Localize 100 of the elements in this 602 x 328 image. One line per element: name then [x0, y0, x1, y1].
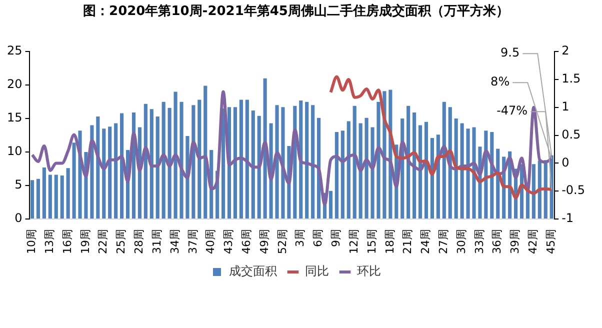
x-tick-label: 33周 — [472, 229, 486, 254]
legend-label: 同比 — [305, 264, 329, 278]
x-tick-label: 31周 — [150, 229, 164, 254]
bar — [311, 105, 315, 219]
y-tick-label: 15 — [6, 110, 22, 125]
bar — [340, 130, 344, 219]
x-tick-label: 16周 — [60, 229, 74, 254]
y-tick-label: 25 — [6, 44, 22, 58]
x-tick-label: 3周 — [294, 229, 307, 248]
x-tick-label: 13周 — [43, 229, 56, 254]
bar — [376, 102, 380, 219]
bar — [150, 109, 154, 219]
bar — [412, 112, 416, 219]
x-tick-label: 19周 — [78, 229, 92, 254]
bar — [424, 122, 428, 219]
bar — [245, 100, 249, 219]
bar — [442, 102, 446, 219]
bar — [66, 168, 70, 219]
bar — [305, 102, 309, 219]
y2-tick-label: 0.5 — [562, 127, 581, 142]
x-tick-label: 6周 — [312, 229, 325, 248]
bar — [526, 192, 530, 219]
bar — [281, 107, 285, 219]
bar — [257, 116, 261, 219]
bar — [102, 128, 106, 219]
bar — [120, 113, 124, 219]
x-tick-label: 45周 — [544, 229, 558, 254]
x-tick-label: 39周 — [508, 229, 522, 254]
data-label: 9.5 — [500, 46, 520, 60]
bar — [328, 190, 333, 219]
bar — [299, 100, 303, 219]
y-tick-label: 5 — [14, 178, 22, 192]
x-tick-label: 43周 — [222, 229, 236, 254]
bar — [364, 118, 368, 219]
bar — [174, 92, 178, 219]
bar — [496, 148, 500, 219]
x-tick-label: 10周 — [25, 229, 38, 254]
y2-tick-label: -1 — [562, 211, 574, 226]
data-label: 8% — [490, 74, 510, 89]
bar — [370, 127, 374, 219]
x-tick-label: 30周 — [454, 229, 468, 254]
y2-tick-label: 2 — [562, 44, 570, 58]
bar — [54, 174, 58, 219]
bar — [168, 108, 172, 219]
bar — [48, 174, 52, 219]
legend-label: 环比 — [357, 264, 381, 278]
bar — [180, 102, 184, 219]
x-tick-label: 36周 — [490, 229, 504, 254]
chart-title: 图：2020年第10周-2021年第45周佛山二手住房成交面积（万平方米） — [83, 3, 509, 20]
y-tick-label: 10 — [6, 144, 22, 158]
bar — [233, 107, 238, 219]
x-tick-label: 37周 — [186, 229, 200, 254]
bar — [30, 180, 34, 219]
bar — [144, 104, 148, 219]
bar — [198, 100, 202, 219]
y-tick-label: 0 — [14, 211, 22, 226]
bar — [334, 132, 338, 219]
x-tick-label: 9周 — [330, 229, 343, 248]
y2-tick-label: -0.5 — [562, 183, 586, 198]
bar — [275, 105, 279, 219]
bar — [532, 164, 536, 219]
x-tick-label: 40周 — [204, 229, 218, 254]
x-tick-label: 12周 — [347, 229, 360, 254]
bar — [454, 118, 458, 219]
bar — [466, 128, 470, 219]
bar — [108, 126, 112, 219]
y2-tick-label: 1.5 — [562, 72, 581, 86]
x-tick-label: 25周 — [114, 229, 128, 254]
x-tick-label: 52周 — [276, 229, 289, 254]
bar — [42, 167, 46, 219]
bar — [162, 102, 166, 219]
x-tick-label: 49周 — [258, 229, 271, 254]
bar — [460, 123, 464, 219]
bar — [538, 160, 542, 219]
bar — [60, 175, 64, 219]
bar — [204, 86, 208, 219]
line-series — [329, 75, 554, 200]
x-tick-label: 18周 — [383, 229, 396, 254]
y2-tick-label: 1 — [562, 100, 570, 114]
x-tick-label: 21周 — [401, 229, 414, 254]
bar — [358, 123, 362, 219]
legend-label: 成交面积 — [229, 264, 277, 278]
x-tick-label: 22周 — [96, 229, 110, 254]
bar — [36, 178, 40, 219]
x-tick-label: 28周 — [132, 229, 146, 254]
bar — [239, 100, 243, 219]
x-tick-label: 46周 — [240, 229, 254, 254]
y-tick-label: 20 — [6, 77, 22, 92]
bar — [251, 110, 255, 219]
x-tick-label: 34周 — [168, 229, 182, 254]
line-series — [30, 90, 554, 206]
bar — [156, 116, 160, 219]
x-tick-label: 24周 — [419, 229, 432, 254]
y2-tick-label: 0 — [562, 155, 570, 170]
bar — [352, 106, 356, 219]
x-tick-label: 15周 — [365, 229, 378, 254]
bar — [346, 121, 350, 219]
bar — [72, 142, 76, 219]
x-tick-label: 42周 — [526, 229, 540, 254]
bar — [114, 123, 118, 219]
